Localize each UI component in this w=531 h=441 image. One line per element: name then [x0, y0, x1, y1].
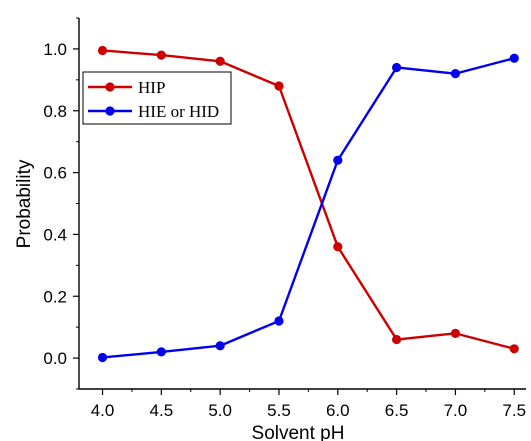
- x-tick-label: 4.5: [150, 401, 174, 420]
- data-point: [215, 341, 225, 351]
- x-tick-label: 4.0: [91, 401, 115, 420]
- legend-label: HIP: [138, 78, 165, 97]
- y-axis-ticks: 0.0 0.2 0.4 0.6 0.8 1.0: [43, 17, 79, 390]
- x-tick-label: 6.5: [385, 401, 409, 420]
- legend-marker: [105, 106, 115, 116]
- data-point: [97, 45, 108, 56]
- data-point: [333, 155, 343, 165]
- y-tick-label: 1.0: [43, 40, 67, 59]
- x-tick-label: 5.5: [267, 401, 291, 420]
- data-point: [392, 334, 402, 345]
- data-point: [97, 352, 108, 363]
- x-axis-title: Solvent pH: [252, 423, 345, 441]
- data-point: [333, 242, 343, 252]
- legend-box: [82, 71, 232, 125]
- x-axis-ticks: 4.0 4.5 5.0 5.5 6.0 6.5 7.0 7.5: [91, 389, 526, 420]
- x-tick-label: 7.0: [444, 401, 468, 420]
- data-point: [156, 50, 166, 60]
- y-axis-title: Probability: [14, 159, 35, 248]
- data-point: [450, 69, 461, 79]
- data-point: [392, 62, 402, 73]
- legend: HIP HIE or HID: [82, 71, 232, 125]
- data-point: [450, 328, 461, 338]
- series-line-2: [102, 57, 515, 359]
- x-tick-label: 5.0: [208, 401, 232, 420]
- series-line-1: [102, 49, 515, 350]
- y-tick-label: 0.0: [43, 349, 67, 368]
- legend-label: HIE or HID: [138, 102, 219, 121]
- data-point: [274, 316, 284, 326]
- y-tick-label: 0.2: [43, 287, 67, 306]
- x-tick-label: 6.0: [326, 401, 350, 420]
- series-layer: [97, 45, 519, 363]
- data-point: [509, 53, 519, 63]
- y-tick-label: 0.4: [43, 225, 67, 244]
- legend-marker: [105, 82, 115, 92]
- y-tick-label: 0.8: [43, 102, 67, 121]
- y-tick-label: 0.6: [43, 164, 67, 183]
- data-point: [215, 56, 225, 66]
- data-point: [509, 344, 519, 354]
- data-point: [274, 81, 284, 91]
- data-point: [156, 347, 166, 357]
- x-tick-label: 7.5: [502, 401, 526, 420]
